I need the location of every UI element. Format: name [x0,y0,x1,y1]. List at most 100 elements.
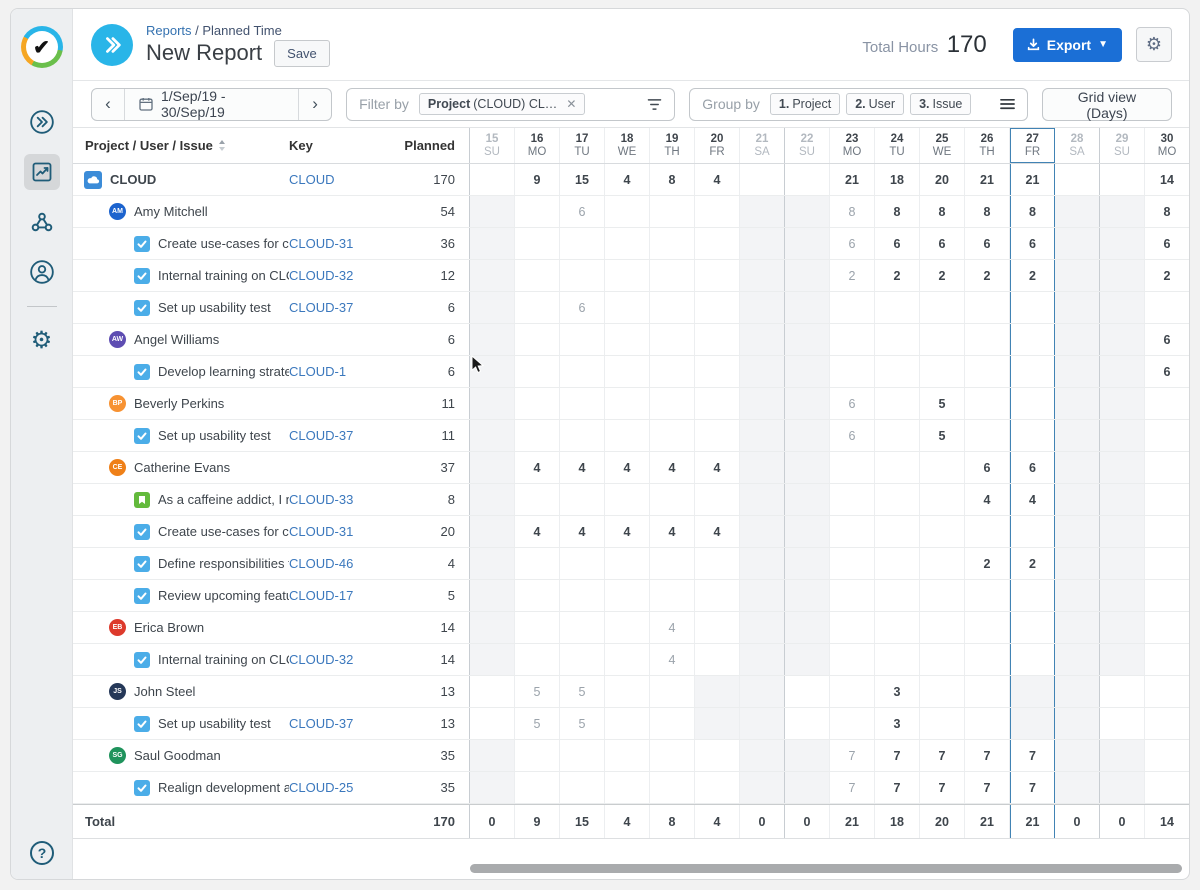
grid-cell: 4 [965,484,1010,515]
total-cell-value: 21 [1025,814,1040,829]
issue-row: Create use-cases for clo…CLOUD-313666666… [73,228,1189,260]
grid-cell [560,260,605,291]
settings-gear-icon[interactable]: ⚙ [30,327,53,354]
grid-cell [469,228,515,259]
prev-period-button[interactable]: ‹ [105,94,111,113]
grid-cell [1145,772,1189,803]
issue-key-link[interactable]: CLOUD-32 [289,268,354,283]
next-period-button[interactable]: › [312,94,318,113]
grid-cell [695,740,740,771]
project-row[interactable]: CLOUD CLOUD 170 9 15 4 8 4 21 18 20 21 21 14 [73,164,1189,196]
grid-cell: 4 [650,644,695,675]
row-grid: 5 5 3 [469,708,1189,739]
user-row[interactable]: AM Amy Mitchell 54 6 8 8 8 8 8 8 [73,196,1189,228]
sidebar-nav: ⚙ [23,104,60,359]
grid-cell: 5 [515,676,560,707]
issue-key-link[interactable]: CLOUD-37 [289,300,354,315]
issue-key-link[interactable]: CLOUD-1 [289,364,347,379]
group-chip-project[interactable]: 1. Project [769,93,841,115]
issue-key-link[interactable]: CLOUD [289,172,335,187]
row-name-cell[interactable]: EB Erica Brown [73,612,289,643]
issue-key-link[interactable]: CLOUD-33 [289,492,354,507]
row-name-cell[interactable]: AW Angel Williams [73,324,289,355]
trend-chart-icon[interactable] [23,154,60,190]
total-grid-cell: 20 [920,805,965,838]
filter-chip[interactable]: Project (CLOUD) CL… ✕ [418,93,586,115]
grid-cell [740,452,785,483]
issue-key-link[interactable]: CLOUD-37 [289,428,354,443]
grid-cell [469,260,515,291]
row-name-cell[interactable]: CLOUD [73,164,289,195]
grid-cell [740,548,785,579]
remove-filter-icon[interactable]: ✕ [566,97,577,111]
row-name-cell[interactable]: BP Beverly Perkins [73,388,289,419]
grid-cell [650,580,695,611]
cell-value: 4 [668,652,676,667]
row-grid: 4 4 4 4 4 6 6 [469,452,1189,483]
grid-cell [1099,356,1145,387]
issue-key-link[interactable]: CLOUD-17 [289,588,354,603]
row-name-label: Create use-cases for clo… [158,524,289,539]
grid-cell [560,612,605,643]
cell-value: 9 [533,172,541,187]
sort-icon[interactable] [218,140,226,151]
row-name-label: Saul Goodman [134,748,221,763]
breadcrumb-reports-link[interactable]: Reports [146,22,192,38]
date-number: 18 [620,132,634,145]
row-name-cell[interactable]: SG Saul Goodman [73,740,289,771]
issue-key-link[interactable]: CLOUD-32 [289,652,354,667]
grid-view-button[interactable]: Grid view (Days) [1041,87,1172,121]
issue-key-link[interactable]: CLOUD-25 [289,780,354,795]
cell-value: 6 [848,428,856,443]
hierarchy-icon[interactable] [24,204,60,240]
grid-cell [650,324,695,355]
row-name-cell: As a caffeine addict, I ne… [73,484,289,515]
grid-cell: 14 [1145,164,1189,195]
row-name-cell: Set up usability test [73,420,289,451]
user-row[interactable]: EB Erica Brown 14 4 [73,612,1189,644]
grid-cell [605,772,650,803]
grid-cell [830,292,875,323]
user-row[interactable]: BP Beverly Perkins 11 6 5 [73,388,1189,420]
row-name-cell[interactable]: JS John Steel [73,676,289,707]
hamburger-menu-icon[interactable] [1000,98,1015,110]
user-row[interactable]: SG Saul Goodman 35 7 7 7 7 7 [73,740,1189,772]
row-key-cell: CLOUD-1 [289,356,383,387]
cell-value: 4 [668,524,676,539]
avatar: AM [109,203,126,220]
row-planned-cell: 5 [447,588,455,603]
help-button[interactable]: ? [30,841,54,865]
user-profile-icon[interactable] [24,254,60,290]
report-settings-button[interactable]: ⚙ [1136,27,1172,62]
double-chevron-icon[interactable] [24,104,60,140]
grid-cell [695,260,740,291]
grid-cell [920,548,965,579]
grid-cell [1145,580,1189,611]
grid-cell [1145,292,1189,323]
issue-key-link[interactable]: CLOUD-37 [289,716,354,731]
grid-cell [784,196,830,227]
funnel-icon[interactable] [647,98,662,111]
issue-key-link[interactable]: CLOUD-31 [289,236,354,251]
issue-key-link[interactable]: CLOUD-46 [289,556,354,571]
total-grid-cell: 14 [1145,805,1189,838]
grid-cell: 8 [875,196,920,227]
avatar: CE [109,459,126,476]
user-row[interactable]: AW Angel Williams 6 6 [73,324,1189,356]
save-button[interactable]: Save [274,39,330,67]
row-name-cell[interactable]: CE Catherine Evans [73,452,289,483]
cell-value: 21 [980,172,994,187]
export-button[interactable]: Export ▼ [1012,27,1122,62]
date-weekday: TH [664,145,680,158]
user-row[interactable]: CE Catherine Evans 37 4 4 4 4 4 6 6 [73,452,1189,484]
row-name-cell[interactable]: AM Amy Mitchell [73,196,289,227]
date-range-display[interactable]: 1/Sep/19 - 30/Sep/19 [123,88,300,120]
horizontal-scrollbar[interactable] [470,864,1182,873]
row-planned-cell: 6 [447,364,455,379]
issue-key-link[interactable]: CLOUD-31 [289,524,354,539]
column-header-name[interactable]: Project / User / Issue [73,128,289,163]
user-row[interactable]: JS John Steel 13 5 5 3 [73,676,1189,708]
group-chip-user[interactable]: 2. User [846,93,905,115]
group-chip-issue[interactable]: 3. Issue [910,93,972,115]
